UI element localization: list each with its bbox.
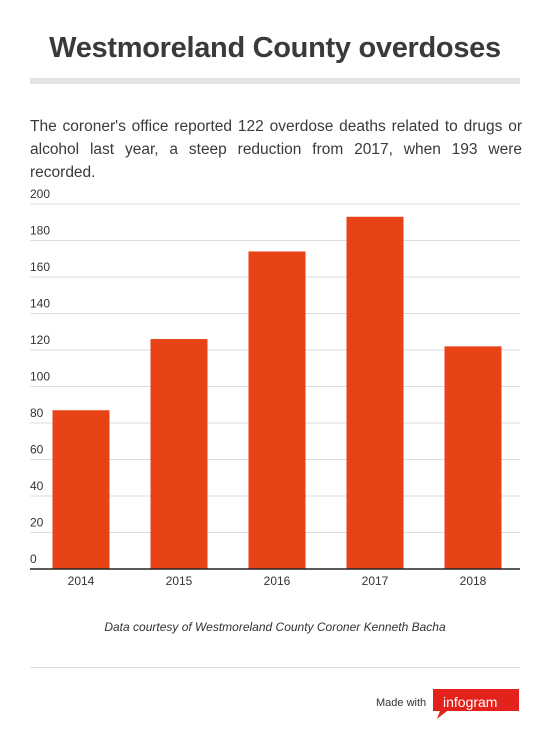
- y-tick-label: 100: [30, 370, 50, 384]
- y-tick-label: 0: [30, 552, 37, 566]
- infogram-logo[interactable]: [433, 689, 519, 719]
- y-tick-label: 200: [30, 187, 50, 201]
- bar-chart: 0 20 40 60 80 100 120 140 160 180 200 2014 2015 2016 2…: [30, 187, 520, 588]
- bar: [444, 346, 502, 569]
- y-tick-label: 140: [30, 297, 50, 311]
- y-tick-label: 40: [30, 479, 44, 493]
- x-tick-label: 2016: [264, 574, 291, 588]
- y-tick-label: 80: [30, 406, 44, 420]
- bar: [248, 251, 306, 569]
- x-tick-label: 2018: [460, 574, 487, 588]
- bar: [346, 216, 404, 569]
- y-tick-label: 20: [30, 516, 44, 530]
- chart-subtitle: The coroner's office reported 122 overdo…: [30, 118, 522, 181]
- x-tick-label: 2015: [166, 574, 193, 588]
- footer-divider: [30, 667, 520, 668]
- bar: [52, 410, 110, 569]
- bar: [150, 339, 208, 569]
- x-tick-label: 2017: [362, 574, 389, 588]
- y-tick-label: 60: [30, 443, 44, 457]
- infogram-brand-label[interactable]: infogram: [443, 694, 498, 710]
- title-divider: [30, 78, 520, 84]
- y-tick-label: 180: [30, 224, 50, 238]
- y-tick-label: 120: [30, 333, 50, 347]
- made-with-label: Made with: [376, 697, 427, 709]
- y-tick-label: 160: [30, 260, 50, 274]
- x-tick-label: 2014: [68, 574, 95, 588]
- source-note: Data courtesy of Westmoreland County Cor…: [104, 620, 446, 634]
- chart-title: Westmoreland County overdoses: [49, 32, 501, 64]
